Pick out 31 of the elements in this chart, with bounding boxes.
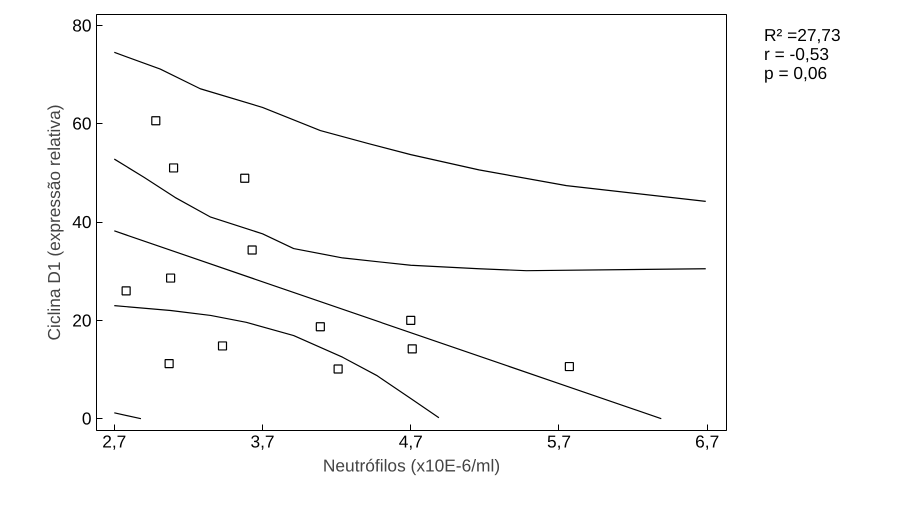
point (122, 286, 131, 296)
x-tick-label: 5,7 (546, 432, 572, 452)
line-series (114, 158, 706, 272)
text: p = 0,06 (764, 63, 828, 84)
y-tick-label: 0 (82, 408, 92, 429)
point (218, 341, 228, 351)
x-tick-label: 6,7 (695, 432, 720, 452)
text: R² =27,73 (764, 25, 841, 46)
point (564, 362, 574, 372)
line-series (114, 305, 440, 418)
text: r = -0,53 (764, 44, 830, 64)
point (164, 359, 174, 368)
point (151, 116, 160, 126)
point (406, 316, 416, 325)
y-tick-label: 60 (72, 114, 92, 134)
y-tick-label: 40 (72, 212, 92, 232)
x-axis-title: Neutrófilos (x10E-6/ml) (322, 456, 500, 476)
line-series (114, 52, 706, 202)
point (166, 273, 176, 283)
x-tick-label: 3,7 (250, 432, 275, 452)
y-tick-label: 20 (72, 310, 92, 330)
point (334, 364, 343, 374)
x-tick-label: 4,7 (398, 432, 423, 452)
point (408, 344, 417, 354)
y-tick-label: 80 (72, 15, 92, 36)
point (168, 163, 178, 173)
x-tick-label: 2,7 (102, 432, 126, 452)
point (316, 322, 325, 332)
point (240, 174, 250, 183)
point (248, 245, 257, 255)
y-axis-title: Ciclina D1 (expressão relativa) (44, 104, 64, 340)
